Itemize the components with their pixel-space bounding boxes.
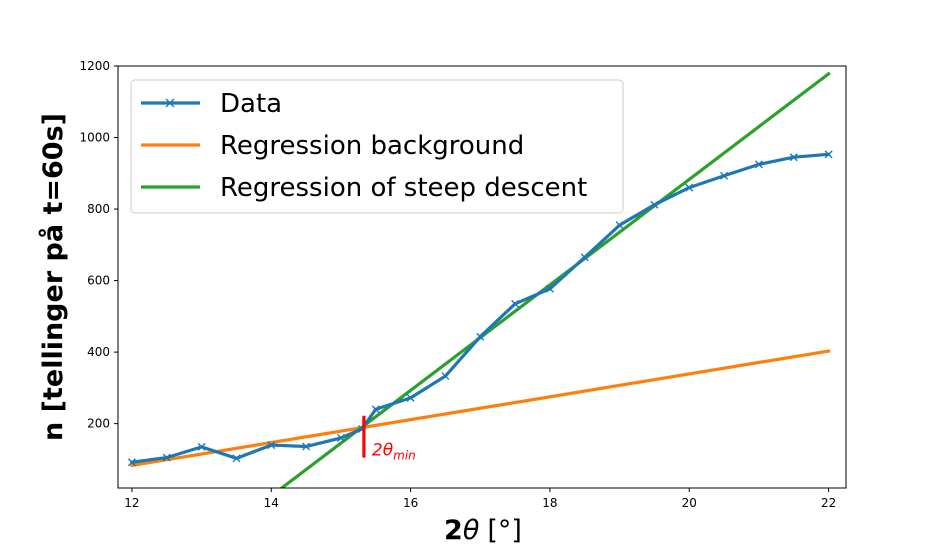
steep-regression-line [279,71,831,488]
data-point-marker [580,253,589,262]
y-tick-label: 600 [87,274,110,288]
x-tick-label: 16 [403,496,418,510]
data-point-marker [302,442,311,451]
legend-marker [165,98,175,108]
y-axis-label: n [tellinger på t=60s] [37,113,69,441]
data-point [127,458,136,467]
data-point-marker [267,441,276,450]
data-point-marker [824,150,833,159]
x-tick-label: 22 [821,496,836,510]
data-point-marker [650,200,659,209]
data-point [685,183,694,192]
y-tick-label: 200 [87,417,110,431]
x-tick-label: 14 [264,496,279,510]
data-point [650,200,659,209]
y-tick-label: 400 [87,345,110,359]
data-point-marker [754,160,763,169]
data-point [162,453,171,462]
data-point-marker [406,393,415,402]
data-point [441,372,450,381]
legend-label: Regression of steep descent [220,173,587,203]
data-point-marker [720,171,729,180]
legend: Data Regression background Regression of s… [130,79,624,214]
data-point-marker [162,453,171,462]
theta-min-label: 2θmin [372,441,416,463]
data-point [267,441,276,450]
data-point-marker [685,183,694,192]
axes-frame [117,65,847,489]
background-regression-line [130,349,831,468]
data-point-marker [441,372,450,381]
theta-min-label-base: 2θ [372,441,394,461]
x-axis-label-number: 2 [444,515,463,546]
y-tick-label: 1000 [79,131,110,145]
data-point-marker [127,458,136,467]
data-point [545,284,554,293]
data-point [580,253,589,262]
data-point [197,442,206,451]
data-point-marker [371,405,380,414]
data-point [302,442,311,451]
data-point [406,393,415,402]
data-point-marker [511,299,520,308]
data-point [789,153,798,162]
data-point-marker [336,433,345,442]
axis-ticks: 12 14 16 18 20 22 200 400 600 800 1000 1200 [79,59,836,510]
plot-area: 2θmin [127,71,833,488]
data-point [720,171,729,180]
data-point [511,299,520,308]
legend-label: Data [220,89,282,119]
x-axis-label: 2θ [°] [444,515,522,546]
x-axis-label-unit: [°] [487,515,522,546]
x-tick-label: 18 [542,496,557,510]
x-tick-label: 20 [682,496,697,510]
data-point-marker [232,454,241,463]
data-point [615,221,624,230]
legend-label: Regression background [220,131,524,161]
data-series-line [130,152,831,465]
data-point-marker [476,332,485,341]
data-point [824,150,833,159]
data-point-marker [615,221,624,230]
data-point [476,332,485,341]
data-point [754,160,763,169]
legend-box [130,79,624,214]
x-axis-label-theta: θ [463,515,480,546]
x-tick-label: 12 [124,496,139,510]
data-point-marker [789,153,798,162]
theta-min-label-subscript: min [393,449,416,463]
data-point [232,454,241,463]
y-tick-label: 800 [87,202,110,216]
y-tick-label: 1200 [79,59,110,73]
plot-series [127,71,833,488]
data-point-marker [545,284,554,293]
data-point-marker [197,442,206,451]
data-point [336,433,345,442]
data-point [371,405,380,414]
